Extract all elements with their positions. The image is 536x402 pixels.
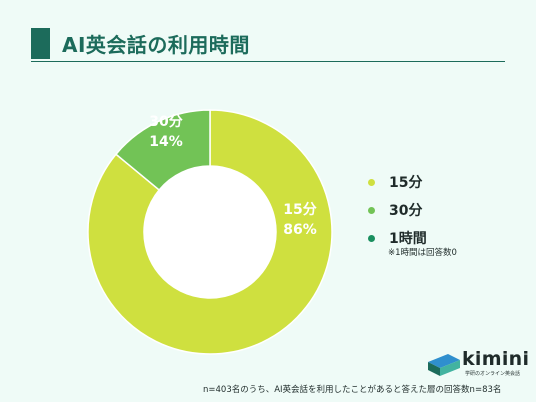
donut-hole <box>144 166 276 298</box>
legend-item-30min: 30分 <box>368 196 427 224</box>
legend-swatch-1hour <box>368 234 375 242</box>
legend-swatch-15min <box>368 178 375 186</box>
legend-label-1hour: 1時間 <box>389 231 427 247</box>
logo-tagline: 学研のオンライン英会話 <box>465 371 521 377</box>
chart-legend: 15分 30分 1時間 <box>368 168 427 252</box>
kimini-logo: kimini 学研のオンライン英会話 <box>428 348 530 378</box>
slice-label-name-1: 30分 <box>149 114 182 130</box>
legend-label-15min: 15分 <box>389 175 423 191</box>
logo-mark-icon <box>428 354 460 376</box>
logo-wordmark: kimini <box>462 348 530 370</box>
chart-footnote: n=403名のうち、AI英会話を利用したことがあると答えた層の回答数n=83名 <box>203 385 502 395</box>
page-title: AI英会話の利用時間 <box>62 33 250 57</box>
slice-label-value-0: 86% <box>283 222 317 238</box>
header-divider <box>31 61 505 62</box>
legend-item-1hour: 1時間 <box>368 224 427 252</box>
legend-label-30min: 30分 <box>389 203 423 219</box>
legend-note: ※1時間は回答数0 <box>388 248 457 258</box>
slice-label-value-1: 14% <box>149 134 183 150</box>
legend-swatch-30min <box>368 206 375 214</box>
legend-item-15min: 15分 <box>368 168 427 196</box>
header-accent-bar <box>31 28 50 59</box>
slice-label-name-0: 15分 <box>283 202 316 218</box>
